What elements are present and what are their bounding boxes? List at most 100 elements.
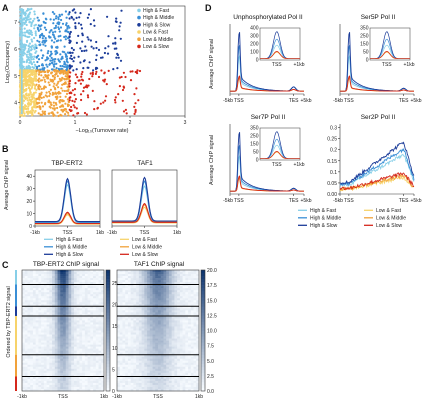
- heatmap-cell: [35, 364, 39, 368]
- heatmap-cell: [168, 378, 172, 382]
- heatmap-cell: [41, 330, 45, 333]
- heatmap-cell: [87, 328, 91, 331]
- heatmap-cell: [147, 326, 151, 329]
- heatmap-cell: [95, 270, 99, 273]
- heatmap-cell: [30, 376, 34, 380]
- heatmap-cell: [65, 318, 69, 321]
- scatter-point: [24, 12, 27, 15]
- heatmap-cell: [144, 340, 148, 343]
- heatmap-cell: [32, 362, 36, 366]
- heatmap-cell: [166, 366, 170, 370]
- heatmap-cell: [193, 318, 197, 321]
- heatmap-cell: [57, 336, 61, 339]
- heatmap-cell: [185, 364, 189, 368]
- scatter-point: [51, 107, 55, 110]
- heatmap-cell: [117, 348, 121, 351]
- heatmap-cell: [193, 282, 197, 285]
- heatmap-cell: [138, 280, 142, 283]
- heatmap-cell: [24, 272, 28, 275]
- heatmap-cell: [22, 368, 26, 372]
- scatter-point: [42, 96, 45, 99]
- heatmap-cell: [82, 292, 86, 295]
- heatmap-cell: [155, 270, 159, 273]
- heatmap-cell: [82, 330, 86, 333]
- heatmap-cell: [60, 352, 64, 355]
- heatmap-cell: [65, 386, 69, 390]
- heatmap-cell: [149, 294, 153, 297]
- heatmap-cell: [65, 358, 69, 362]
- scatter-point: [27, 105, 30, 108]
- heatmap-cell: [171, 272, 175, 275]
- heatmap-cell: [147, 322, 151, 325]
- heatmap-cell: [76, 280, 80, 283]
- heatmap-cell: [196, 342, 200, 345]
- heatmap-cell: [35, 306, 39, 309]
- heatmap-cell: [160, 340, 164, 343]
- heatmap-cell: [63, 308, 67, 311]
- heatmap-cell: [22, 356, 26, 360]
- heatmap-cell: [133, 322, 137, 325]
- heatmap-cell: [141, 326, 145, 329]
- heatmap-cell: [71, 288, 75, 291]
- scatter-point: [121, 88, 125, 92]
- heatmap-cell: [119, 354, 123, 358]
- heatmap-cell: [130, 270, 134, 273]
- heatmap-cell: [43, 280, 47, 283]
- heatmap-cell: [174, 282, 178, 285]
- heatmap-cell: [49, 362, 53, 366]
- heatmap-cell: [182, 348, 186, 351]
- heatmap-cell: [155, 350, 159, 353]
- heatmap-cell: [138, 348, 142, 351]
- scatter-point: [25, 23, 28, 27]
- heatmap-cell: [68, 378, 72, 382]
- heatmap-cell: [149, 298, 153, 301]
- heatmap-cell: [196, 380, 200, 384]
- heatmap-cell: [155, 272, 159, 275]
- heatmap-cell: [24, 326, 28, 329]
- scatter-point: [32, 19, 35, 22]
- heatmap-cell: [57, 386, 61, 390]
- heatmap-cell: [149, 312, 153, 315]
- heatmap-cell: [95, 304, 99, 307]
- heatmap-cell: [54, 306, 58, 309]
- heatmap-cell: [185, 290, 189, 293]
- heatmap-cell: [71, 376, 75, 380]
- scatter-point: [86, 66, 89, 69]
- heatmap-cell: [46, 310, 50, 313]
- heatmap-cell: [60, 336, 64, 339]
- heatmap-cell: [84, 364, 88, 368]
- heatmap-cell: [171, 278, 175, 281]
- heatmap-cell: [98, 336, 102, 339]
- heatmap-cell: [84, 286, 88, 289]
- heatmap-cell: [122, 378, 126, 382]
- heatmap-cell: [43, 364, 47, 368]
- heatmap-cell: [160, 364, 164, 368]
- heatmap-cell: [65, 354, 69, 358]
- heatmap-cell: [130, 354, 134, 358]
- heatmap-cell: [90, 350, 94, 353]
- heatmap-cell: [174, 364, 178, 368]
- heatmap-cell: [46, 280, 50, 283]
- heatmap-cell: [133, 346, 137, 349]
- heatmap-cell: [125, 326, 129, 329]
- heatmap-cell: [82, 344, 86, 347]
- heatmap-cell: [63, 298, 67, 301]
- heatmap-cell: [93, 380, 97, 384]
- heatmap-cell: [117, 300, 121, 303]
- scatter-x-tick-label: 2: [129, 120, 132, 126]
- heatmap-cell: [82, 270, 86, 273]
- heatmap-cell: [190, 274, 194, 277]
- scatter-point: [41, 32, 44, 36]
- scatter-point: [37, 58, 41, 61]
- heatmap-cell: [71, 322, 75, 325]
- heatmap-cell: [98, 370, 102, 374]
- heatmap-cell: [43, 370, 47, 374]
- heatmap-cell: [90, 316, 94, 319]
- heatmap-cell: [95, 354, 99, 358]
- scatter-point: [32, 70, 35, 73]
- heatmap-cell: [76, 350, 80, 353]
- heatmap-cell: [54, 316, 58, 319]
- heatmap-cell: [22, 308, 26, 311]
- heatmap-cell: [179, 340, 183, 343]
- heatmap-cell: [152, 292, 156, 295]
